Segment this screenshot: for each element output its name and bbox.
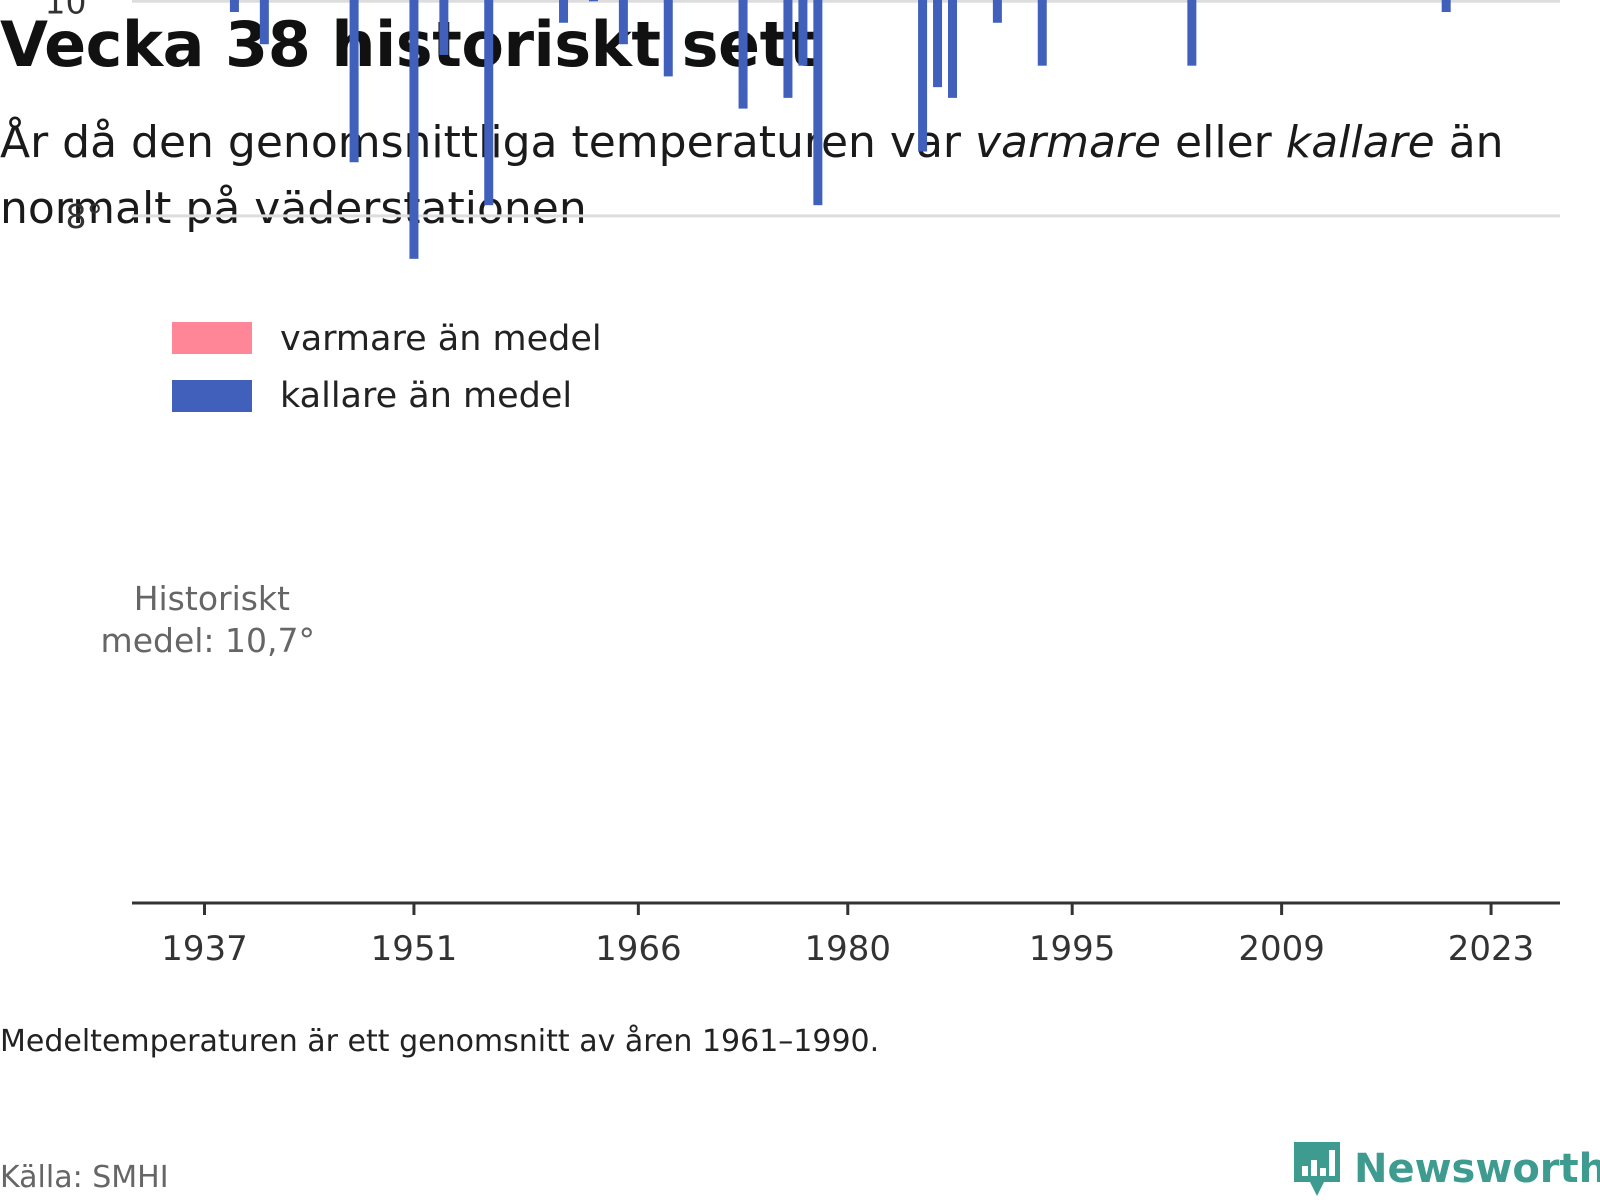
- bar-1985: [918, 0, 928, 152]
- mean-annotation-line2: medel: 10,7°: [101, 621, 315, 660]
- bar-1939: [229, 0, 239, 13]
- legend-warm-label: varmare än medel: [280, 319, 602, 359]
- y-axis-ticks: 8°10°12°14°16°18°: [45, 0, 104, 236]
- bar-1953: [439, 0, 449, 55]
- bar-1990: [992, 0, 1002, 23]
- subtitle-warm-word: varmare: [974, 117, 1162, 168]
- footnote: Medeltemperaturen är ett genomsnitt av å…: [0, 1024, 880, 1059]
- legend: varmare än medel kallare än medel: [162, 306, 617, 418]
- newsworthy-logo-icon: [1294, 1142, 1340, 1196]
- subtitle-part1: År då den genomsnittliga temperaturen va…: [0, 117, 961, 168]
- x-tick-label: 2023: [1448, 929, 1535, 969]
- source-credit: Källa: SMHI: [0, 1160, 169, 1195]
- bar-1951: [409, 0, 419, 259]
- bar-2003: [1187, 0, 1197, 66]
- bar-1993: [1037, 0, 1047, 66]
- y-tick-label: 8°: [66, 197, 104, 236]
- y-tick-label: 10°: [45, 0, 104, 21]
- x-tick-label: 1980: [805, 929, 892, 969]
- bar-1956: [484, 0, 494, 206]
- x-tick-label: 1937: [161, 929, 248, 969]
- bar-1973: [738, 0, 748, 109]
- brand-logo: Newsworthy: [1292, 1140, 1600, 1198]
- legend-cold-label: kallare än medel: [280, 376, 572, 416]
- brand-name: Newsworthy: [1354, 1146, 1600, 1192]
- legend-cold-swatch: [172, 380, 252, 412]
- subtitle-cold-word: kallare: [1285, 117, 1435, 168]
- mean-annotation: Historiskt medel: 10,7°: [98, 577, 317, 663]
- bar-2020: [1441, 0, 1451, 13]
- x-tick-label: 1966: [595, 929, 682, 969]
- bar-1947: [349, 0, 359, 163]
- bar-1986: [933, 0, 943, 88]
- bar-1968: [663, 0, 673, 77]
- legend-warm-swatch: [172, 322, 252, 354]
- bars: [229, 0, 1451, 259]
- x-tick-label: 1995: [1029, 929, 1116, 969]
- x-axis: 1937 1951 1966 1980 1995 2009 2023: [132, 901, 1560, 969]
- x-tick-label: 1951: [371, 929, 458, 969]
- bar-1961: [559, 0, 569, 23]
- bar-1941: [259, 0, 269, 45]
- bar-1963: [588, 0, 598, 2]
- chart-title: Vecka 38 historiskt sett: [0, 8, 818, 81]
- subtitle-part2: eller: [1161, 117, 1286, 168]
- bar-chart: 8°10°12°14°16°18° 1937195119661980199520…: [45, 0, 1560, 969]
- bar-1976: [783, 0, 793, 98]
- mean-annotation-line1: Historiskt: [134, 579, 290, 618]
- x-tick-label: 2009: [1238, 929, 1325, 969]
- bar-1977: [798, 0, 808, 66]
- bar-1978: [813, 0, 823, 206]
- grid-lines: [132, 0, 1560, 218]
- bar-1965: [618, 0, 628, 45]
- bar-1987: [948, 0, 957, 98]
